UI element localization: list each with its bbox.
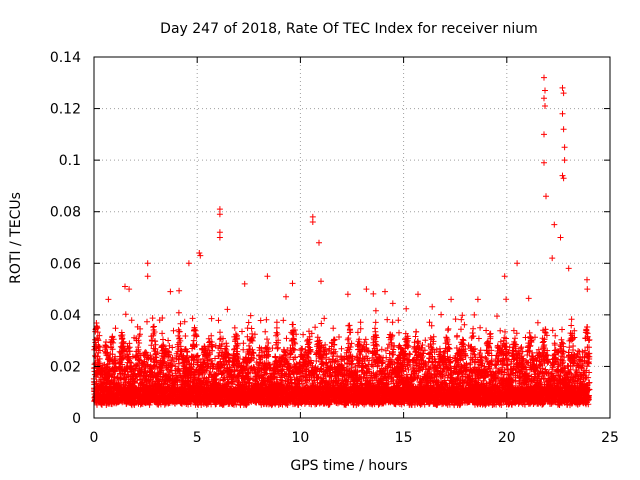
data-point — [119, 335, 126, 342]
data-point — [126, 355, 133, 362]
data-point — [94, 329, 101, 336]
data-point — [126, 348, 133, 355]
data-points — [90, 74, 593, 409]
data-point — [97, 377, 104, 383]
data-point — [96, 332, 103, 339]
data-point — [135, 362, 141, 369]
data-point — [109, 333, 116, 340]
data-point — [128, 317, 135, 324]
data-point — [109, 346, 116, 353]
data-point — [97, 347, 103, 354]
data-point — [103, 339, 109, 345]
data-point — [135, 337, 142, 344]
data-point — [122, 311, 129, 318]
data-point — [91, 364, 98, 371]
data-point — [110, 336, 117, 343]
data-point — [95, 359, 102, 365]
data-point — [118, 351, 125, 358]
data-point — [125, 345, 132, 352]
chart-title: Day 247 of 2018, Rate Of TEC Index for r… — [160, 21, 538, 37]
data-point — [104, 349, 111, 356]
data-point — [112, 325, 119, 332]
data-point — [95, 337, 102, 344]
data-point — [120, 340, 127, 347]
data-point — [134, 377, 141, 384]
